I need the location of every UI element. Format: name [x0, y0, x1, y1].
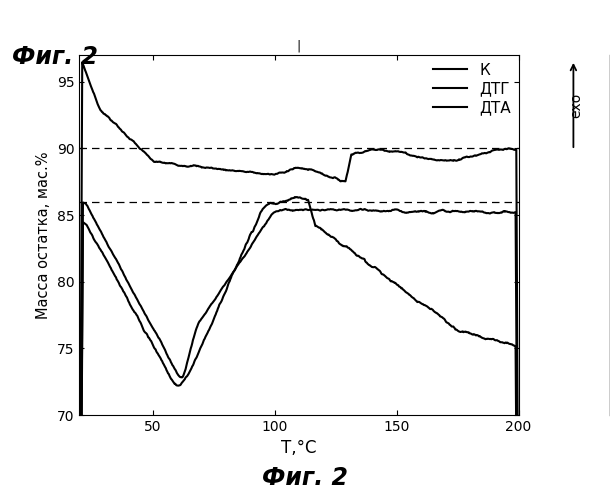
Text: ехо: ехо — [570, 92, 583, 118]
Legend: К, ДТГ, ДТА: К, ДТГ, ДТА — [433, 62, 511, 116]
Text: Фиг. 2: Фиг. 2 — [12, 45, 98, 69]
Y-axis label: Масса остатка, мас.%: Масса остатка, мас.% — [36, 151, 51, 319]
X-axis label: T,°C: T,°C — [281, 440, 317, 458]
Text: Фиг. 2: Фиг. 2 — [262, 466, 348, 490]
Text: |: | — [297, 40, 301, 52]
